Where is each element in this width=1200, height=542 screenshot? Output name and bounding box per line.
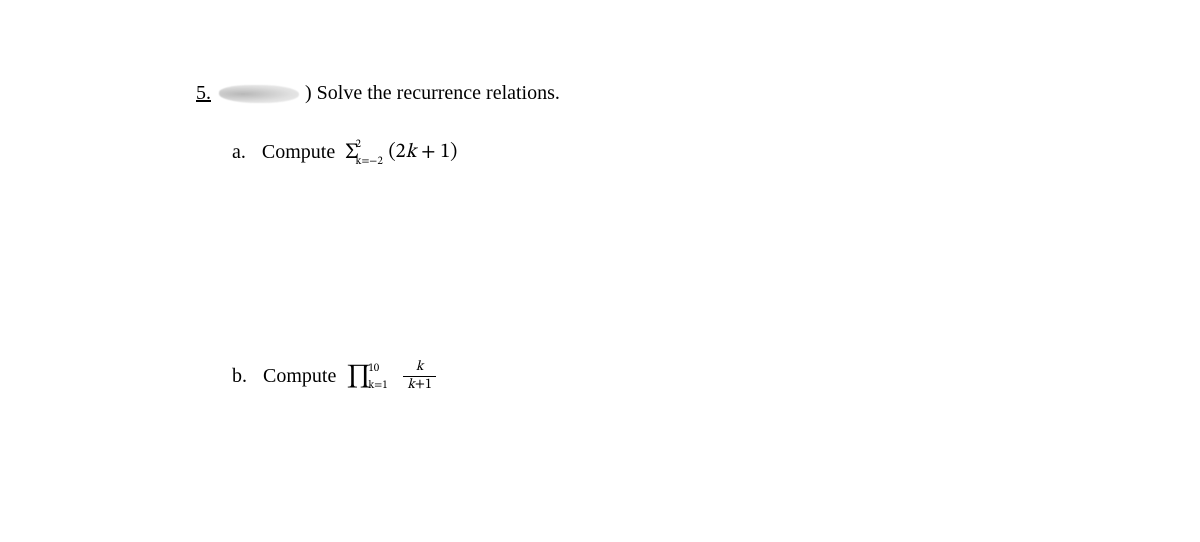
num-var: k (416, 360, 424, 374)
pi-upper: 10 (368, 363, 379, 374)
part-b-label: b. (232, 365, 247, 388)
term-var: k (406, 142, 417, 162)
term-close: ) (450, 142, 457, 162)
term-open: ( (389, 142, 396, 162)
sigma-operator: Σ 2 k=−2 (345, 142, 358, 164)
product-fraction: k k+1 (403, 360, 436, 394)
part-a: a. Compute Σ 2 k=−2 (2k + 1) (232, 140, 457, 165)
term-coef: 2 (396, 142, 406, 162)
page: 5. ) Solve the recurrence relations. a. … (0, 0, 1200, 542)
sum-term: (2k + 1) (389, 140, 458, 165)
problem-header: 5. ) Solve the recurrence relations. (196, 82, 560, 105)
problem-title: Solve the recurrence relations. (317, 82, 560, 105)
term-const: 1 (440, 142, 450, 162)
redaction-smudge (219, 85, 299, 103)
part-b: b. Compute ∏ 10 k=1 k k+1 (232, 360, 436, 394)
title-paren: ) (305, 82, 312, 105)
fraction-numerator: k (412, 360, 428, 376)
sigma-upper: 2 (356, 139, 361, 150)
den-var: k (407, 378, 415, 392)
part-b-word: Compute (263, 365, 336, 388)
part-a-label: a. (232, 141, 246, 164)
fraction-denominator: k+1 (403, 376, 436, 393)
pi-operator: ∏ 10 k=1 (346, 366, 371, 388)
pi-lower: k=1 (368, 380, 387, 391)
part-b-math: ∏ 10 k=1 k k+1 (344, 360, 436, 394)
sigma-lower: k=−2 (356, 156, 383, 167)
part-a-math: Σ 2 k=−2 (2k + 1) (343, 140, 457, 165)
problem-number: 5. (196, 82, 211, 105)
den-const: 1 (425, 378, 432, 392)
term-plus: + (416, 142, 440, 162)
part-a-word: Compute (262, 141, 335, 164)
den-plus: + (415, 378, 425, 392)
